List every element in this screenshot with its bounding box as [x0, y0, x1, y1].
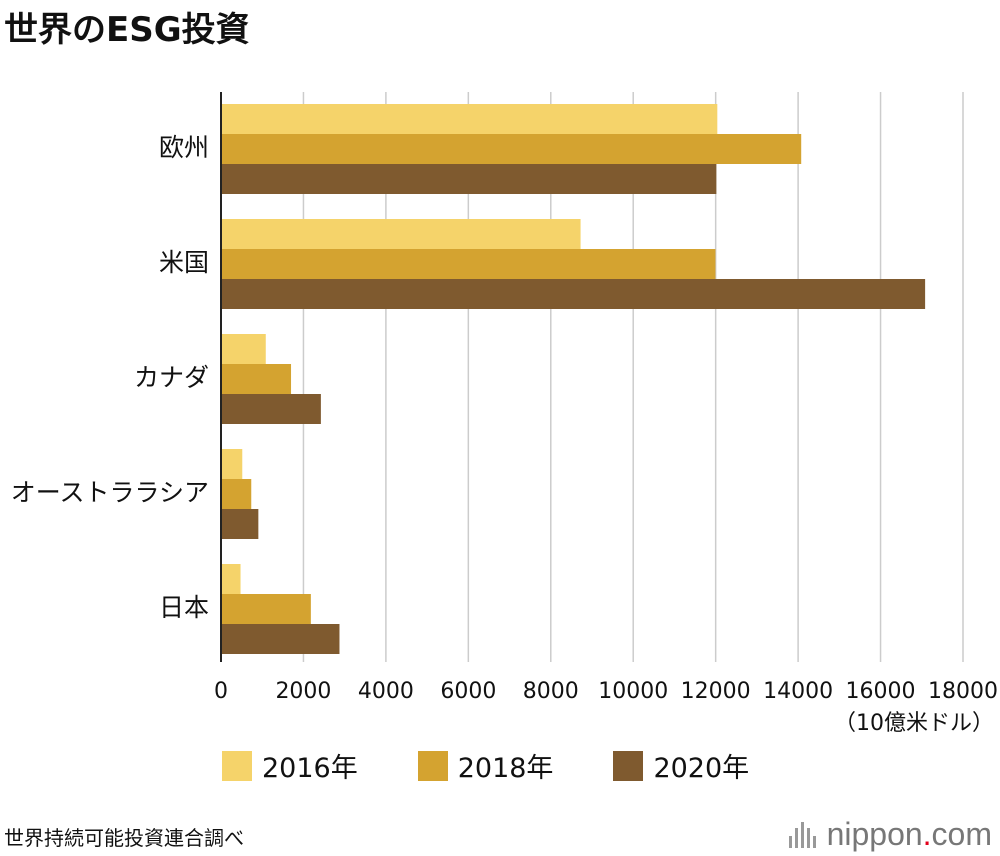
nippon-logo[interactable]: nippon. com	[788, 816, 992, 853]
bar-4-2	[221, 479, 252, 509]
legend-item-2018: 2018年	[417, 746, 554, 785]
legend-item-2016: 2016年	[222, 746, 358, 785]
category-label: カナダ	[134, 363, 209, 392]
logo-dot: .	[922, 816, 932, 852]
x-tick-label: 18000	[928, 679, 998, 704]
bar-2-2	[221, 249, 716, 279]
bar-5-1	[221, 564, 241, 594]
bar-2-1	[221, 219, 581, 249]
category-label: 欧州	[159, 133, 209, 162]
legend-swatch-2018	[417, 750, 448, 781]
bar-3-3	[221, 394, 321, 424]
x-tick-label: 8000	[523, 679, 579, 704]
x-tick-label: 14000	[763, 679, 833, 704]
bar-4-3	[221, 509, 259, 539]
legend-label-2018: 2018年	[457, 753, 554, 784]
legend: 2016年 2018年 2020年	[222, 746, 809, 785]
x-tick-label: 4000	[358, 679, 414, 704]
x-tick-label: 12000	[681, 679, 751, 704]
bar-5-2	[221, 594, 311, 624]
logo-tld: com	[931, 816, 992, 852]
bar-4-1	[221, 449, 243, 479]
category-label: 日本	[159, 593, 209, 622]
x-unit-label: （10億米ドル）	[834, 711, 994, 736]
legend-label-2016: 2016年	[262, 753, 358, 784]
bar-1-2	[221, 134, 802, 164]
x-tick-label: 16000	[846, 679, 916, 704]
chart-title: 世界のESG投資	[4, 10, 250, 50]
legend-swatch-2016	[222, 750, 252, 781]
x-tick-label: 6000	[440, 679, 496, 704]
logo-mark-icon	[788, 821, 819, 848]
legend-label-2020: 2020年	[653, 753, 750, 784]
bar-3-1	[221, 334, 266, 364]
category-label: オーストララシア	[11, 478, 209, 507]
bar-1-3	[221, 164, 717, 194]
x-tick-label: 10000	[598, 679, 668, 704]
x-tick-label: 2000	[275, 679, 331, 704]
bar-3-2	[221, 364, 292, 394]
legend-swatch-2020	[613, 750, 644, 781]
category-label: 米国	[159, 248, 209, 277]
bar-5-3	[221, 624, 340, 654]
bar-1-1	[221, 104, 718, 134]
source-note: 世界持続可能投資連合調べ	[4, 826, 244, 850]
x-tick-label: 0	[214, 679, 228, 704]
logo-text: nippon	[826, 816, 923, 852]
bar-2-3	[221, 279, 926, 309]
legend-item-2020: 2020年	[613, 746, 749, 785]
